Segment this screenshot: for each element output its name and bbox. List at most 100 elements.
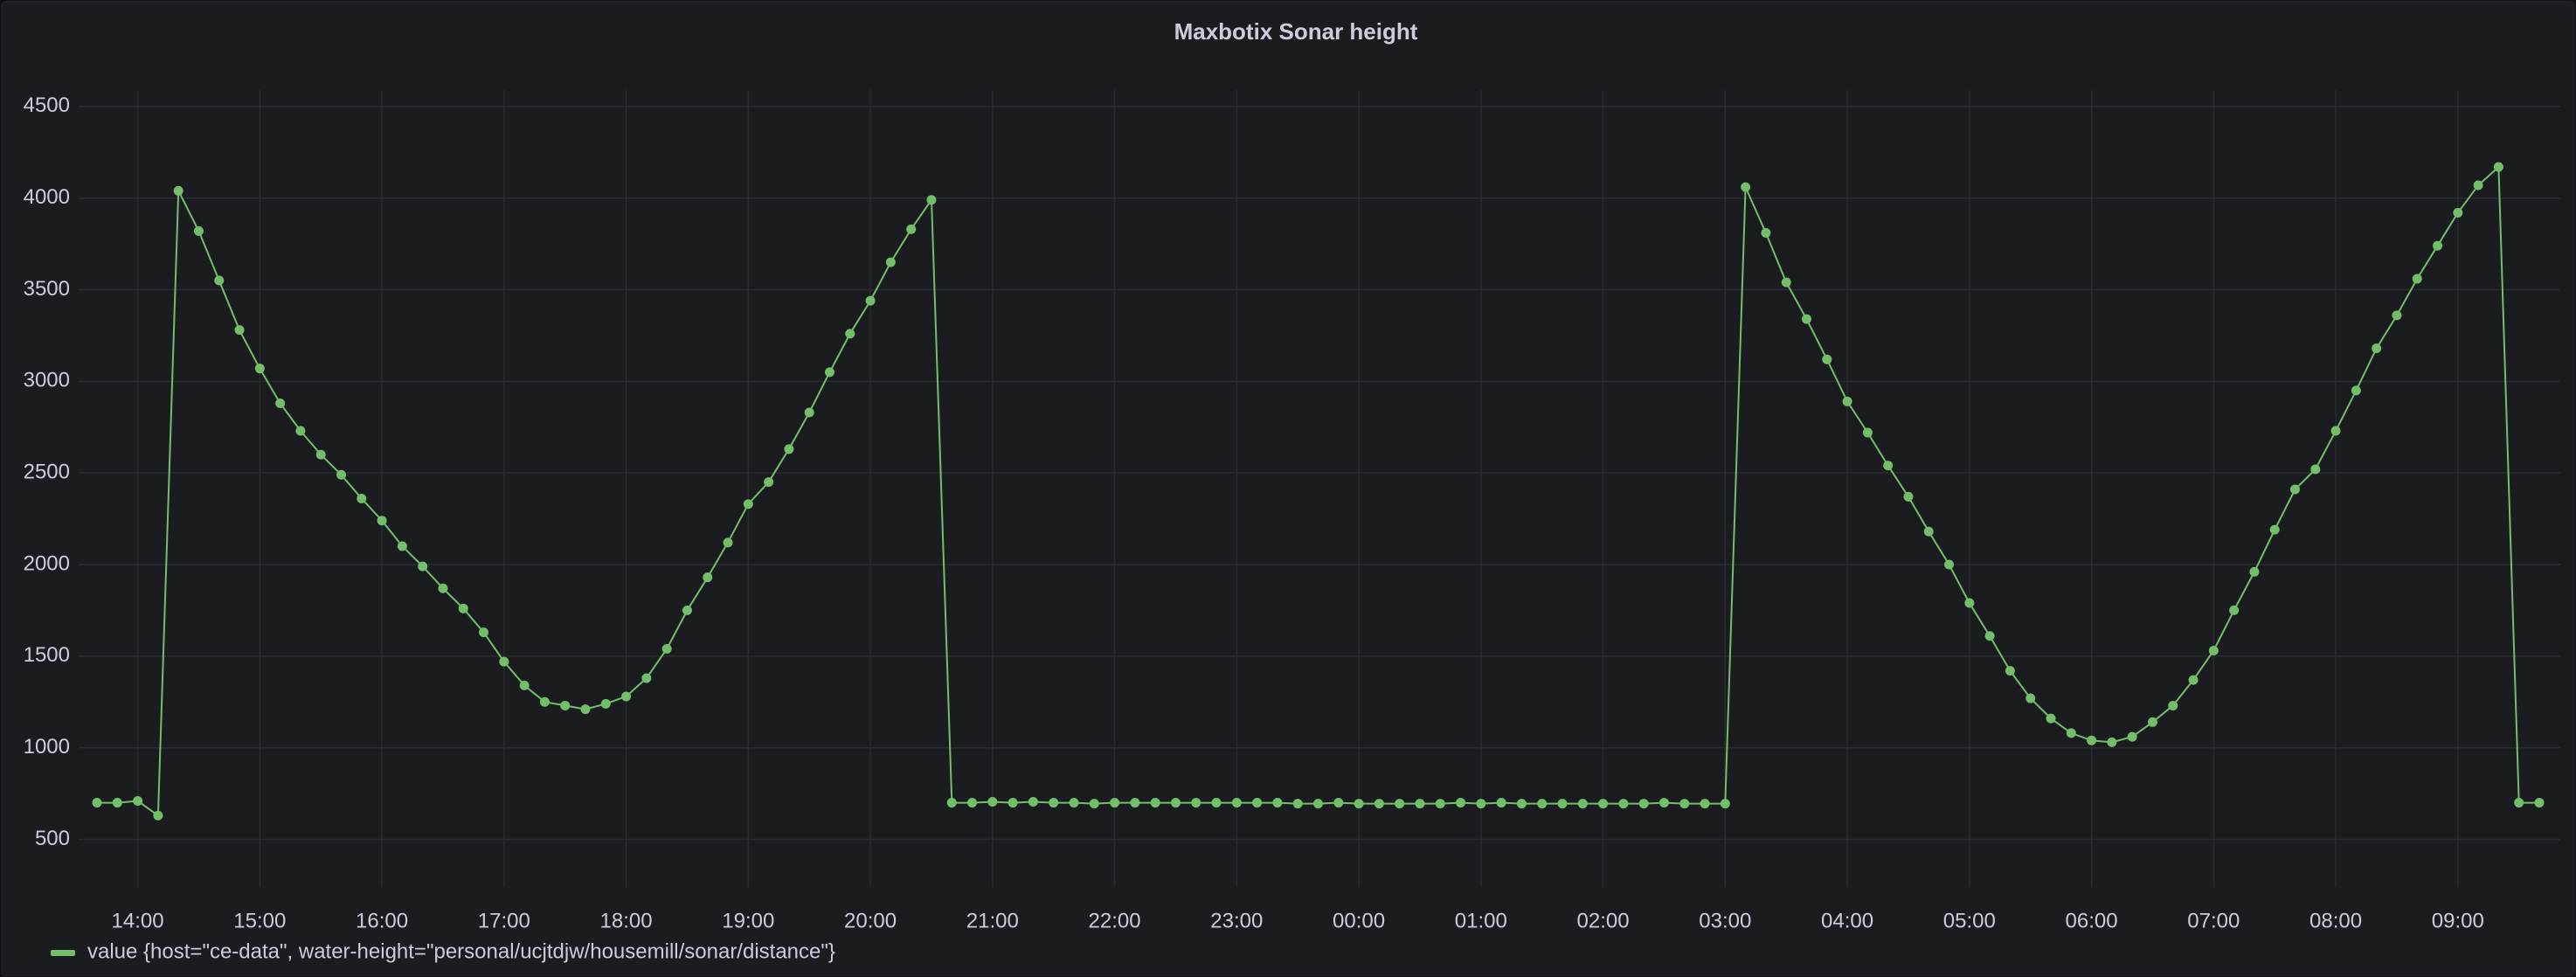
- data-point: [885, 257, 896, 267]
- data-point: [336, 469, 346, 480]
- y-tick-label: 2000: [24, 551, 70, 575]
- data-point: [1292, 799, 1303, 809]
- data-point: [377, 516, 387, 526]
- data-point: [1252, 798, 1263, 808]
- data-point: [133, 795, 143, 806]
- data-point: [703, 572, 713, 583]
- data-point: [254, 364, 265, 374]
- y-tick-label: 3000: [24, 369, 70, 392]
- data-point: [1903, 491, 1914, 502]
- data-point: [1577, 799, 1588, 809]
- data-point: [1944, 559, 1955, 570]
- data-point: [1984, 631, 1995, 641]
- data-point: [2392, 310, 2402, 321]
- data-point: [2127, 731, 2137, 742]
- data-point: [275, 398, 286, 409]
- panel-title: Maxbotix Sonar height: [1174, 18, 1418, 45]
- data-point: [661, 643, 672, 654]
- data-point: [784, 444, 794, 454]
- data-point: [2249, 566, 2260, 577]
- data-point: [1822, 354, 1832, 364]
- data-point: [153, 810, 163, 821]
- data-point: [1598, 799, 1609, 809]
- data-point: [2534, 798, 2545, 808]
- x-tick-label: 20:00: [844, 909, 897, 932]
- data-point: [357, 494, 367, 504]
- data-point: [1923, 526, 1934, 537]
- data-point: [2269, 524, 2280, 535]
- data-point: [2372, 343, 2382, 354]
- data-point: [946, 798, 957, 808]
- data-point: [1456, 798, 1466, 808]
- data-point: [315, 449, 326, 460]
- legend-label: value {host="ce-data", water-height="per…: [87, 939, 835, 963]
- data-point: [295, 426, 306, 436]
- data-point: [173, 185, 184, 196]
- data-point: [1008, 798, 1018, 808]
- data-point: [1191, 798, 1201, 808]
- data-point: [2514, 798, 2524, 808]
- data-point: [2087, 735, 2097, 745]
- data-point: [1435, 799, 1445, 809]
- data-point: [2168, 700, 2178, 710]
- x-tick-label: 21:00: [966, 909, 1019, 932]
- data-point: [906, 224, 917, 234]
- data-point: [1476, 799, 1486, 809]
- data-point: [2310, 464, 2321, 475]
- data-point: [1395, 799, 1405, 809]
- data-point: [2229, 605, 2240, 615]
- x-tick-label: 06:00: [2066, 909, 2118, 932]
- data-point: [865, 295, 876, 306]
- data-point: [1496, 798, 1506, 808]
- data-point: [2433, 240, 2443, 251]
- data-point: [2493, 162, 2503, 172]
- data-point: [2188, 675, 2199, 685]
- data-point: [499, 656, 509, 667]
- data-point: [2147, 717, 2157, 727]
- data-point: [1720, 799, 1730, 809]
- data-point: [1272, 798, 1283, 808]
- data-point: [743, 499, 753, 509]
- data-point: [2330, 426, 2341, 436]
- y-tick-label: 4500: [24, 94, 70, 117]
- y-tick-label: 2500: [24, 461, 70, 484]
- x-tick-label: 23:00: [1210, 909, 1263, 932]
- data-point: [1883, 461, 1894, 471]
- data-point: [214, 275, 225, 286]
- data-point: [1537, 799, 1548, 809]
- data-point: [1842, 396, 1852, 406]
- data-point: [2290, 484, 2300, 495]
- x-tick-label: 09:00: [2432, 909, 2484, 932]
- data-point: [723, 537, 733, 548]
- data-point: [1516, 799, 1527, 809]
- x-tick-label: 04:00: [1821, 909, 1873, 932]
- x-tick-label: 03:00: [1699, 909, 1751, 932]
- data-point: [112, 798, 122, 808]
- x-tick-label: 18:00: [600, 909, 653, 932]
- x-tick-label: 15:00: [233, 909, 286, 932]
- data-point: [1089, 799, 1099, 809]
- data-point: [580, 704, 591, 715]
- data-point: [2208, 646, 2219, 656]
- data-point: [2412, 274, 2422, 284]
- data-point: [2005, 666, 2015, 676]
- data-point: [560, 700, 571, 710]
- data-point: [967, 798, 978, 808]
- data-point: [845, 329, 855, 339]
- data-point: [1374, 799, 1384, 809]
- data-point: [1110, 798, 1120, 808]
- y-tick-label: 500: [35, 827, 70, 850]
- data-point: [825, 367, 834, 378]
- data-point: [1028, 797, 1038, 807]
- data-point: [682, 605, 692, 615]
- data-point: [764, 477, 774, 488]
- data-point: [1049, 798, 1059, 808]
- data-point: [397, 541, 407, 551]
- data-point: [1658, 798, 1669, 808]
- data-point: [519, 680, 530, 690]
- data-point: [1211, 798, 1222, 808]
- data-point: [2046, 713, 2056, 724]
- x-tick-label: 17:00: [478, 909, 530, 932]
